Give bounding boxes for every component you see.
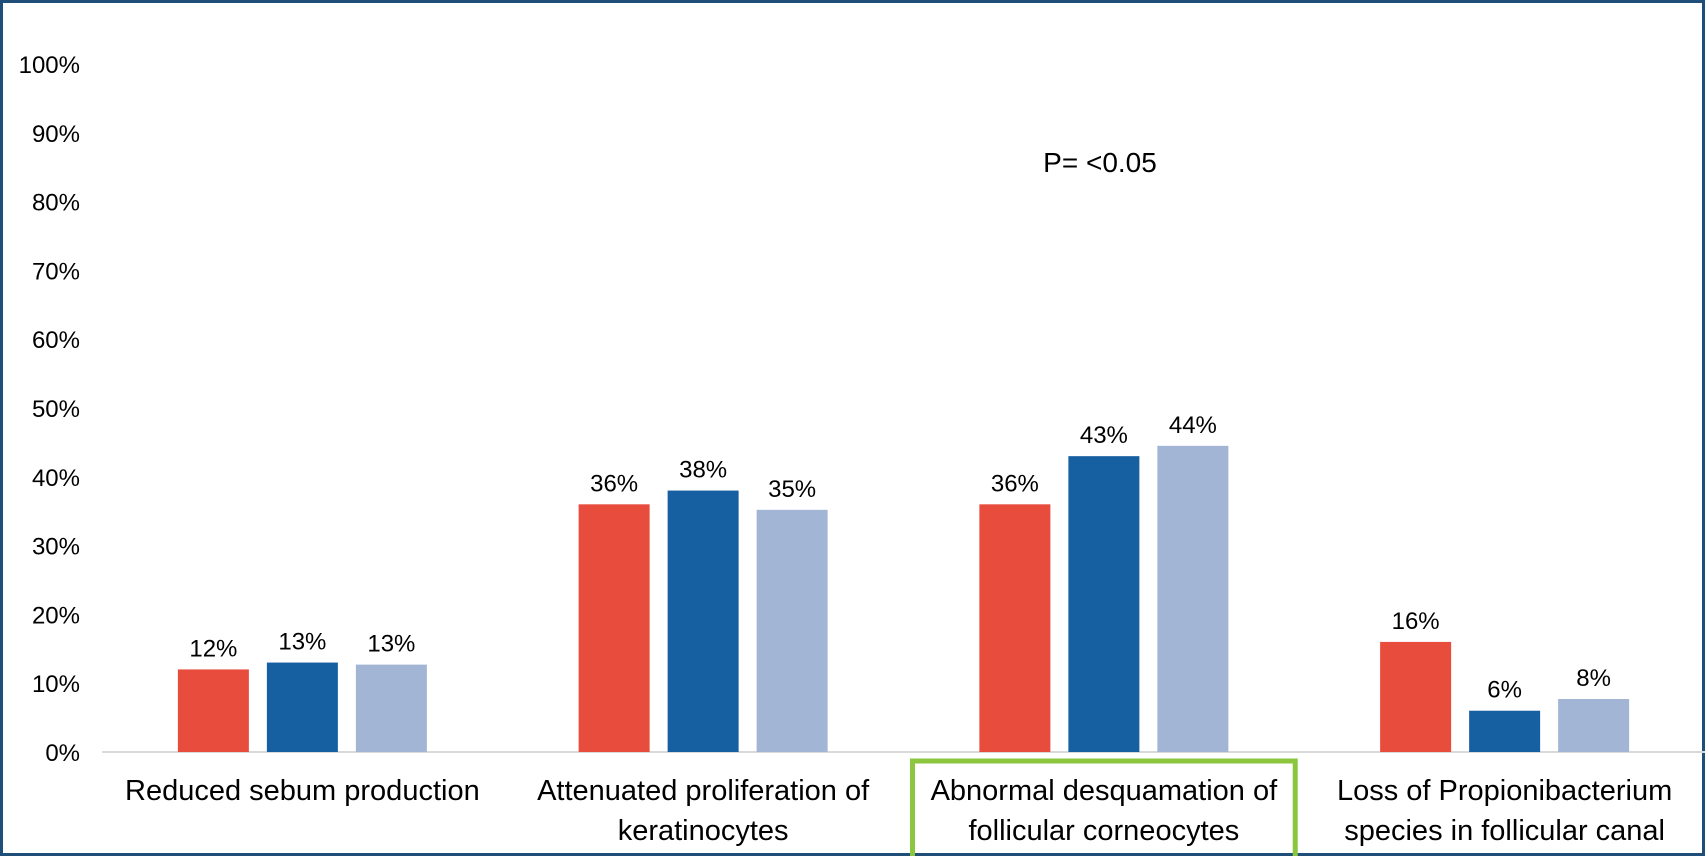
data-label: 43% [1080,422,1128,449]
bar [979,504,1051,752]
x-tick-label-line: Attenuated proliferation of [537,775,870,807]
bars [177,445,1630,752]
x-tick-label: Abnormal desquamation of follicular corne… [931,775,1279,847]
bar [1558,699,1630,752]
data-label: 13% [278,629,326,656]
data-label: 13% [367,631,415,658]
y-tick-label: 90% [32,121,80,148]
highlight-box [910,758,1298,861]
data-label: 36% [991,470,1039,497]
p-value-annotation: P= <0.05 [1043,147,1157,178]
x-tick-label: Reduced sebum production [125,775,480,807]
y-tick-label: 10% [32,671,80,698]
bar [1469,710,1541,752]
y-tick-label: 80% [32,190,80,217]
x-tick-label-line: follicular corneocytes [968,815,1239,847]
y-tick-label: 60% [32,327,80,354]
bar [177,669,249,752]
data-label: 38% [679,457,727,484]
x-tick-label-line: keratinocytes [618,815,789,847]
y-tick-label: 0% [45,740,80,767]
bar [1068,456,1140,752]
y-axis: 0% 10% 20% 30% 40% 50% 60% 70% 80% 90% 100% [19,52,80,767]
data-label: 36% [590,470,638,497]
y-tick-label: 40% [32,465,80,492]
bar [1380,641,1452,752]
bar [578,504,650,752]
y-tick-label: 50% [32,396,80,423]
bar [355,664,427,752]
data-label: 16% [1392,608,1440,635]
y-tick-label: 100% [19,52,80,79]
bar [756,509,828,752]
y-tick-label: 20% [32,602,80,629]
bar [1157,445,1229,752]
x-tick-label-line: species in follicular canal [1344,815,1665,847]
bar [266,662,338,752]
bar-labels: 12% 13% 13% 36% 38% 35% 36% 43% 44% 16% 6% 8% [189,412,1611,704]
y-tick-label: 70% [32,258,80,285]
data-label: 35% [768,476,816,503]
bar [667,490,739,752]
x-tick-label-line: Reduced sebum production [125,775,480,807]
data-label: 8% [1576,665,1611,692]
x-tick-label-line: Loss of Propionibacterium [1337,775,1672,807]
x-tick-label: Attenuated proliferation of keratinocytes [537,775,870,847]
data-label: 44% [1169,412,1217,439]
x-tick-label: Loss of Propionibacterium species in foll… [1337,775,1672,847]
y-tick-label: 30% [32,534,80,561]
data-label: 6% [1487,677,1522,704]
x-tick-label-line: Abnormal desquamation of [931,775,1279,807]
x-axis-labels: Reduced sebum production Attenuated proli… [125,775,1672,847]
data-label: 12% [189,635,237,662]
